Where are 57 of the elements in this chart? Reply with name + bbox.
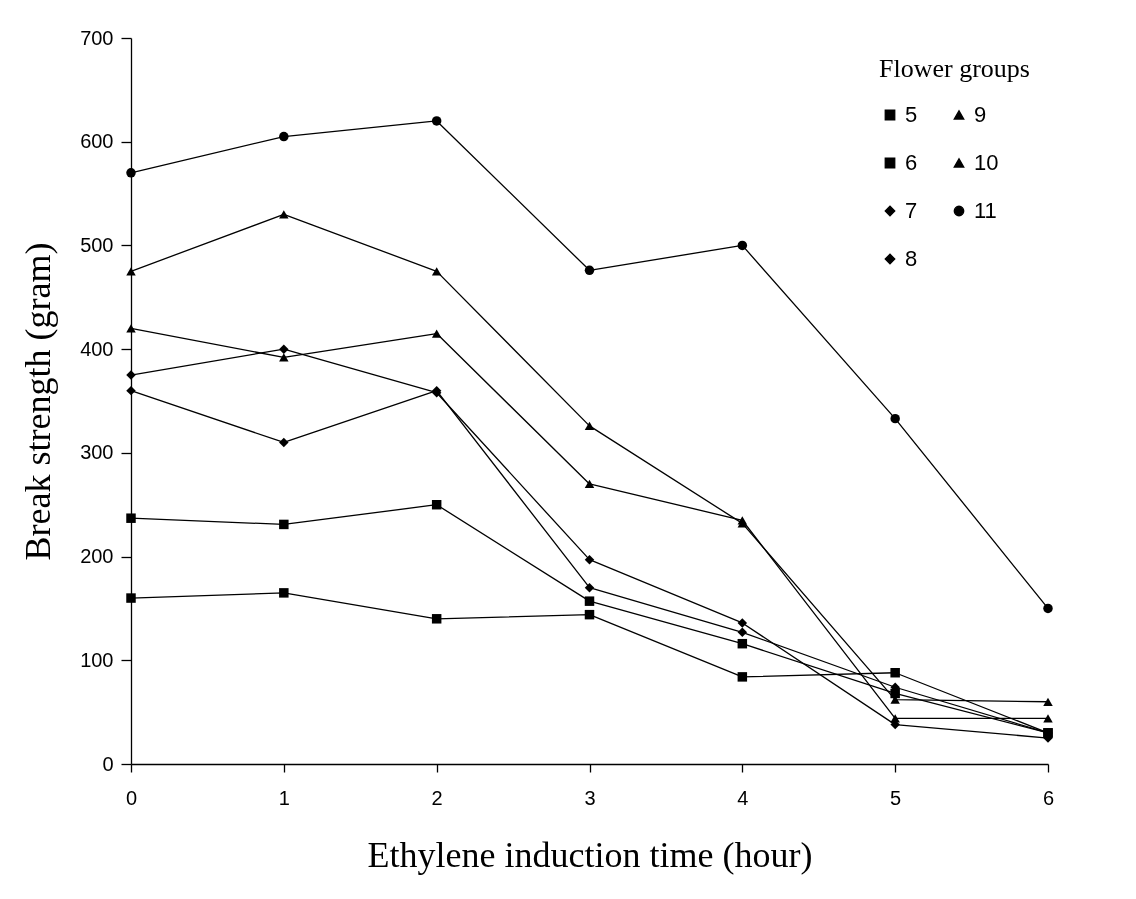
y-tick-label: 700 <box>80 26 114 49</box>
point <box>431 499 442 510</box>
point <box>126 168 136 178</box>
point <box>584 609 595 620</box>
point <box>431 329 442 338</box>
legend-label: 9 <box>974 102 987 127</box>
y-tick-label: 100 <box>80 648 114 671</box>
y-tick-label: 400 <box>80 337 114 360</box>
point <box>279 344 289 354</box>
point <box>279 353 289 362</box>
y-axis-title: Break strength (gram) <box>18 242 59 561</box>
point <box>737 672 748 682</box>
point <box>126 593 136 603</box>
x-tick-label: 1 <box>278 786 290 809</box>
point <box>737 618 748 628</box>
point <box>431 116 442 126</box>
x-tick-label: 2 <box>431 786 443 809</box>
x-tick-label: 5 <box>890 786 902 809</box>
point <box>737 638 748 649</box>
point <box>584 265 595 276</box>
y-tick-label: 0 <box>102 752 114 775</box>
point <box>279 131 289 142</box>
point <box>431 267 442 276</box>
point <box>584 479 595 489</box>
legend-label: 8 <box>905 246 918 271</box>
legend-label: 6 <box>905 150 918 175</box>
y-tick-label: 300 <box>80 441 114 464</box>
point <box>737 627 748 638</box>
point <box>584 582 595 593</box>
point <box>890 667 900 678</box>
y-tick-label: 200 <box>80 545 114 568</box>
point <box>279 519 289 530</box>
x-tick-label: 3 <box>584 786 596 809</box>
point <box>1043 603 1053 614</box>
point <box>737 240 748 251</box>
legend-label: 5 <box>905 102 918 127</box>
y-tick-label: 600 <box>80 130 114 153</box>
point <box>1043 697 1053 706</box>
point <box>584 421 595 430</box>
point <box>126 513 136 523</box>
legend-label: 7 <box>905 198 918 223</box>
point <box>584 554 595 565</box>
point <box>279 437 289 448</box>
x-tick-label: 4 <box>737 786 749 809</box>
x-tick-label: 6 <box>1042 786 1055 809</box>
x-axis-title: Ethylene induction time (hour) <box>367 834 813 875</box>
point <box>126 324 136 333</box>
legend-title: Flower groups <box>879 54 1030 83</box>
point <box>890 413 900 424</box>
x-tick-label: 0 <box>125 786 138 809</box>
y-tick-label: 500 <box>80 233 114 256</box>
point <box>126 385 136 396</box>
point <box>431 614 442 624</box>
point <box>584 596 595 606</box>
legend-label: 11 <box>974 198 997 223</box>
legend-label: 10 <box>974 150 999 175</box>
point <box>279 588 289 598</box>
